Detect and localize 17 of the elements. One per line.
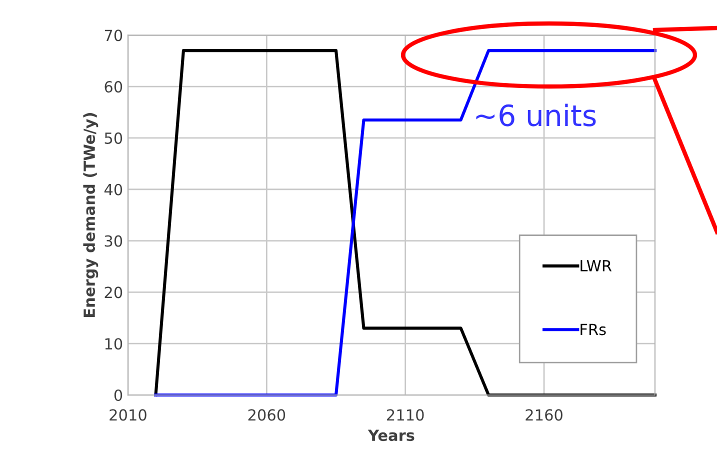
legend-label: LWR bbox=[580, 260, 612, 272]
y-tick-label: 70 bbox=[104, 30, 122, 42]
y-tick-label: 50 bbox=[104, 132, 122, 144]
annotation: ~6 units bbox=[476, 104, 596, 126]
x-tick-label: 2010 bbox=[110, 409, 146, 421]
y-tick-label: 40 bbox=[104, 184, 122, 196]
y-tick-label: 20 bbox=[104, 286, 122, 298]
x-tick-label: 2110 bbox=[387, 409, 424, 421]
x-tick-label: 2060 bbox=[248, 409, 286, 421]
y-axis-title: Energy demand (TWe/y) bbox=[83, 113, 98, 318]
y-tick-label: 0 bbox=[114, 389, 122, 402]
x-axis-title: Years bbox=[368, 430, 414, 442]
y-tick-label: 30 bbox=[104, 235, 122, 247]
y-tick-label: 60 bbox=[104, 81, 122, 93]
x-tick-label: 2160 bbox=[526, 409, 562, 421]
legend-label: FRs bbox=[580, 324, 606, 336]
y-tick-label: 10 bbox=[105, 338, 122, 350]
